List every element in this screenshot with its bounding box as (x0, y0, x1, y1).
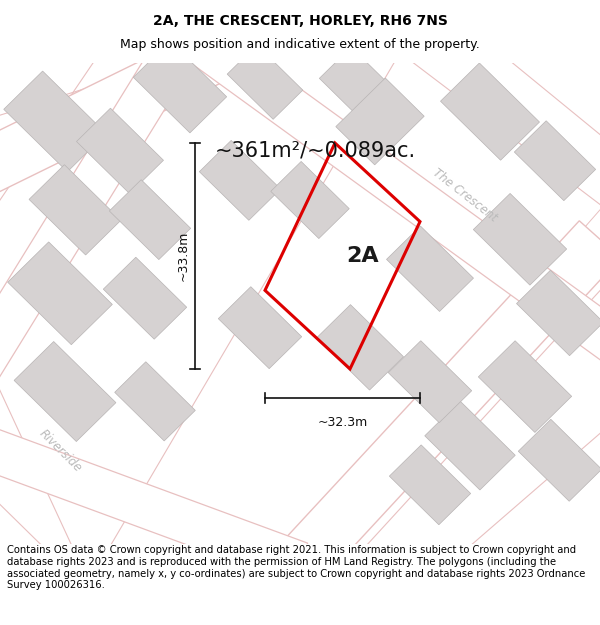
Polygon shape (199, 141, 281, 220)
Polygon shape (517, 270, 600, 356)
Polygon shape (8, 242, 112, 345)
Polygon shape (0, 18, 253, 195)
Text: ~361m²/~0.089ac.: ~361m²/~0.089ac. (215, 141, 416, 161)
Polygon shape (227, 45, 303, 119)
Polygon shape (478, 341, 572, 432)
Polygon shape (514, 121, 596, 201)
Polygon shape (29, 164, 121, 255)
Polygon shape (14, 341, 116, 441)
Polygon shape (187, 26, 600, 365)
Polygon shape (0, 32, 199, 378)
Polygon shape (425, 401, 515, 490)
Polygon shape (336, 78, 424, 165)
Polygon shape (279, 221, 600, 582)
Polygon shape (133, 41, 227, 133)
Text: Map shows position and indicative extent of the property.: Map shows position and indicative extent… (120, 38, 480, 51)
Polygon shape (218, 287, 302, 369)
Polygon shape (319, 47, 401, 127)
Text: ~33.8m: ~33.8m (176, 231, 190, 281)
Polygon shape (388, 341, 472, 422)
Polygon shape (317, 304, 403, 390)
Polygon shape (473, 194, 566, 285)
Polygon shape (386, 226, 473, 311)
Text: Riverside: Riverside (36, 426, 84, 474)
Polygon shape (4, 71, 106, 172)
Polygon shape (0, 425, 308, 584)
Polygon shape (271, 161, 349, 239)
Polygon shape (440, 63, 539, 160)
Polygon shape (103, 258, 187, 339)
Text: 2A, THE CRESCENT, HORLEY, RH6 7NS: 2A, THE CRESCENT, HORLEY, RH6 7NS (152, 14, 448, 28)
Polygon shape (115, 362, 196, 441)
Polygon shape (109, 180, 191, 259)
Text: ~32.3m: ~32.3m (317, 416, 368, 429)
Text: Contains OS data © Crown copyright and database right 2021. This information is : Contains OS data © Crown copyright and d… (7, 545, 586, 590)
Text: 2A: 2A (346, 246, 379, 266)
Polygon shape (518, 419, 600, 501)
Polygon shape (389, 445, 470, 525)
Text: The Crescent: The Crescent (430, 166, 500, 224)
Polygon shape (77, 108, 163, 194)
